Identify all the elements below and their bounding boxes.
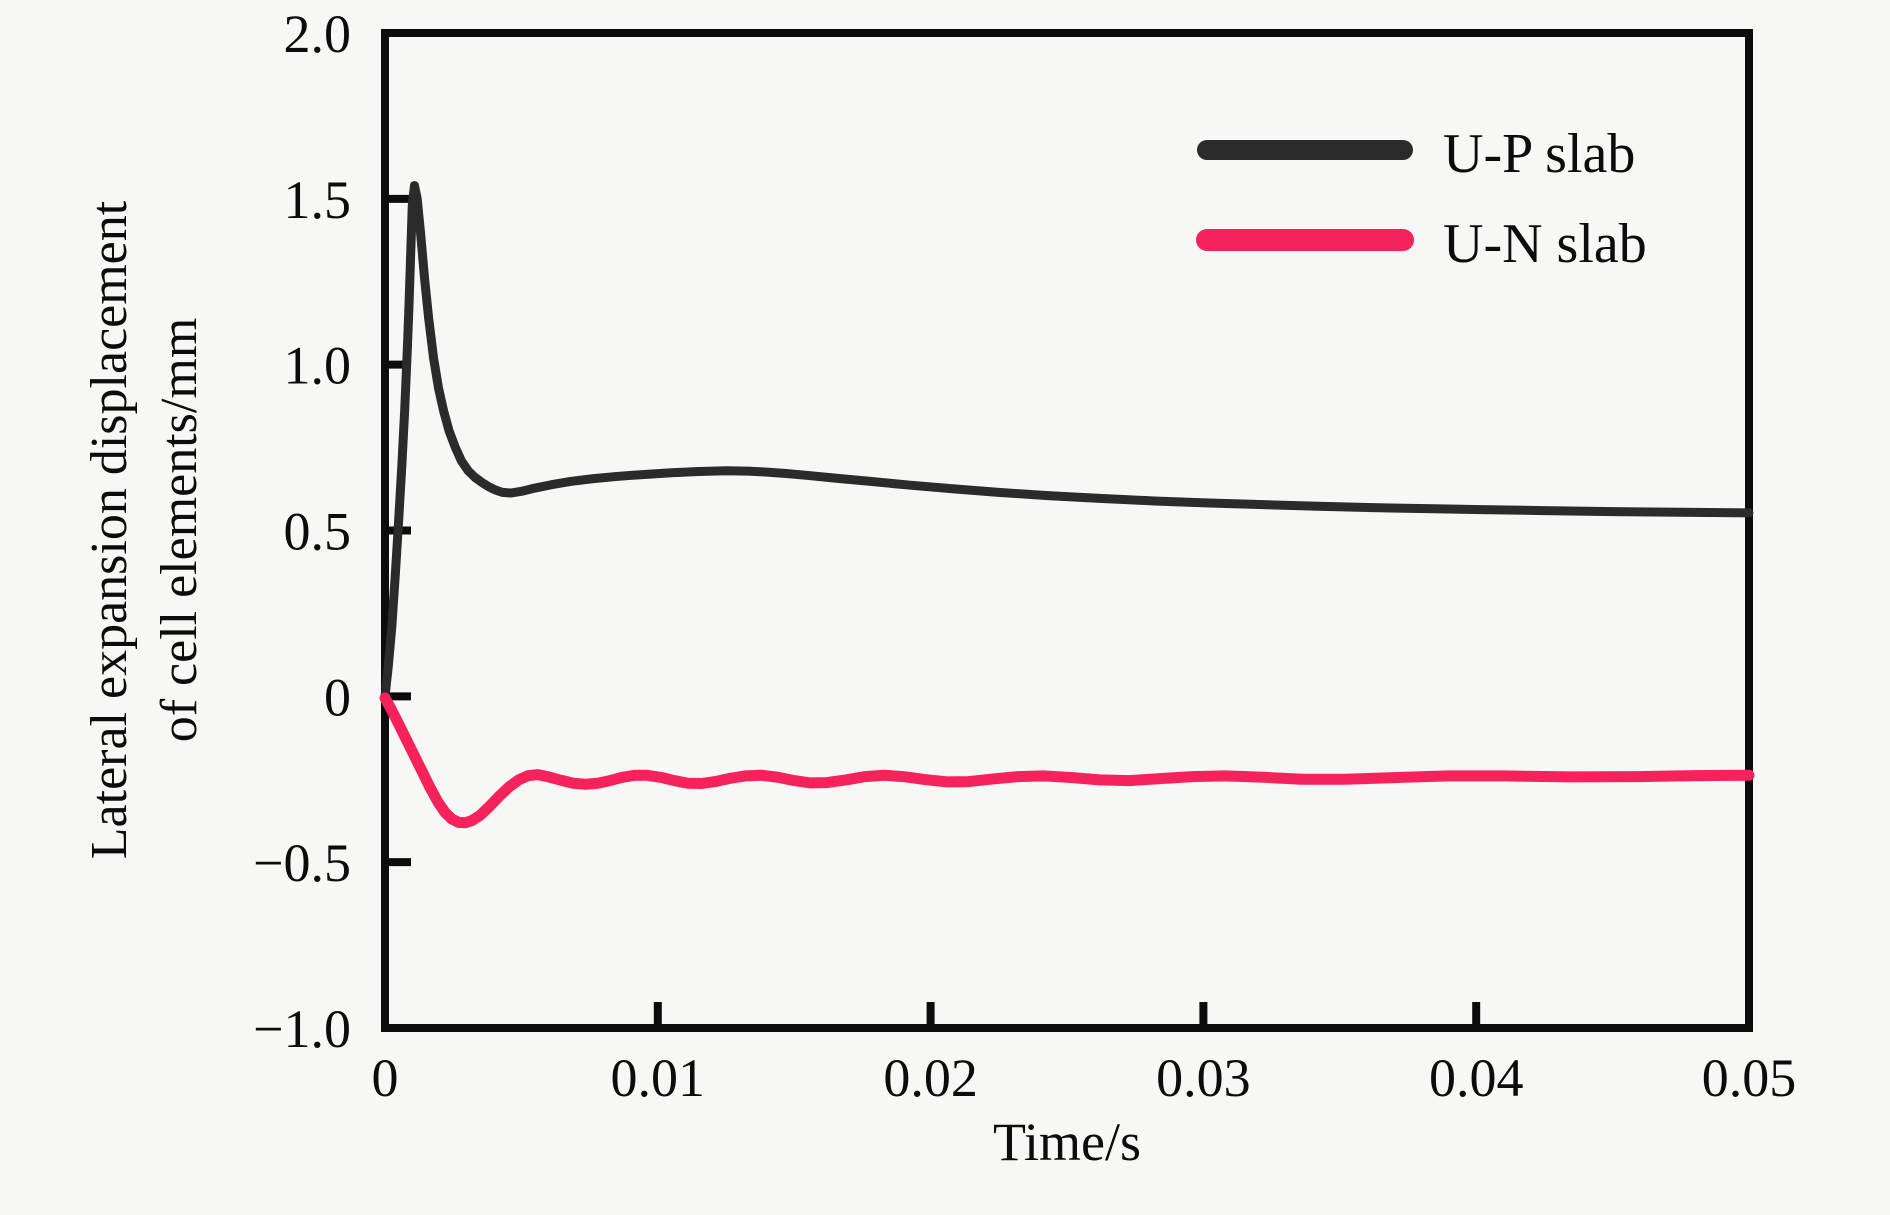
y-tick-label: 0.5 bbox=[284, 502, 352, 562]
data-series-layer bbox=[379, 181, 1755, 829]
x-tick-label: 0.04 bbox=[1429, 1048, 1524, 1108]
y-tick-label: 2.0 bbox=[284, 4, 352, 64]
y-tick-label: 0 bbox=[324, 667, 351, 727]
y-tick-label: 1.5 bbox=[284, 170, 352, 230]
y-axis-title-line1: Lateral expansion displacement bbox=[81, 200, 138, 859]
x-axis-ticks bbox=[653, 1002, 1753, 1028]
y-axis-title-line2: of cell elements/mm bbox=[151, 318, 208, 743]
y-axis-ticks bbox=[385, 29, 411, 1032]
series-line-u-p-slab bbox=[380, 181, 1754, 701]
legend-label-2: U-N slab bbox=[1443, 213, 1647, 275]
x-tick-label: 0 bbox=[372, 1048, 399, 1108]
y-tick-label: −0.5 bbox=[253, 833, 351, 893]
x-tick-label: 0.03 bbox=[1156, 1048, 1251, 1108]
x-tick-label: 0.02 bbox=[883, 1048, 978, 1108]
y-axis-tick-labels: −1.0 −0.5 0 0.5 1.0 1.5 2.0 bbox=[253, 4, 351, 1059]
x-tick-label: 0.05 bbox=[1702, 1048, 1797, 1108]
x-axis-title: Time/s bbox=[993, 1112, 1141, 1172]
legend-label-1: U-P slab bbox=[1443, 123, 1635, 185]
x-axis-tick-labels: 0 0.01 0.02 0.03 0.04 0.05 bbox=[372, 1048, 1797, 1108]
chart-legend: U-P slab U-N slab bbox=[1196, 123, 1647, 275]
y-tick-label: −1.0 bbox=[253, 999, 351, 1059]
series-line-u-n-slab bbox=[379, 692, 1755, 829]
y-axis-title: Lateral expansion displacement of cell e… bbox=[81, 200, 208, 859]
x-tick-label: 0.01 bbox=[611, 1048, 706, 1108]
y-tick-label: 1.0 bbox=[284, 336, 352, 396]
